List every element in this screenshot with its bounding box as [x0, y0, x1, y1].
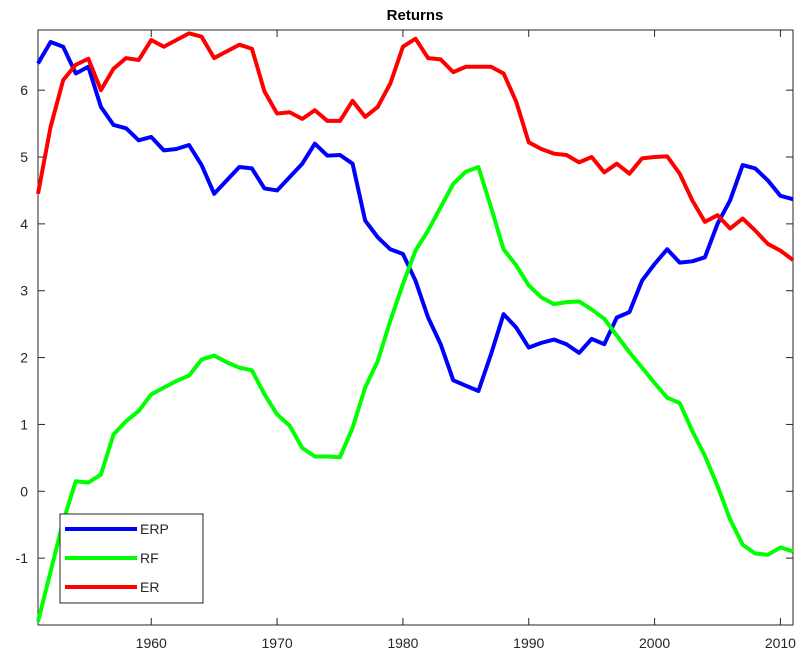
x-tick-label: 2010 [765, 635, 796, 651]
y-tick-label: -1 [16, 550, 29, 566]
y-tick-label: 1 [20, 416, 28, 432]
legend-label: ER [140, 579, 159, 595]
x-tick-label: 1960 [136, 635, 167, 651]
legend-label: ERP [140, 521, 169, 537]
x-tick-label: 1980 [387, 635, 418, 651]
chart-title: Returns [387, 7, 444, 24]
y-tick-label: 3 [20, 283, 28, 299]
y-tick-label: 6 [20, 82, 28, 98]
y-tick-label: 5 [20, 149, 28, 165]
x-tick-label: 2000 [639, 635, 670, 651]
series-line [36, 40, 794, 394]
y-tick-label: 4 [20, 216, 28, 232]
x-tick-label: 1970 [262, 635, 293, 651]
y-tick-label: 2 [20, 350, 28, 366]
y-tick-label: 0 [20, 483, 28, 499]
series-line [36, 165, 794, 623]
legend-label: RF [140, 550, 159, 566]
series-line [36, 31, 795, 262]
x-tick-label: 1990 [513, 635, 544, 651]
